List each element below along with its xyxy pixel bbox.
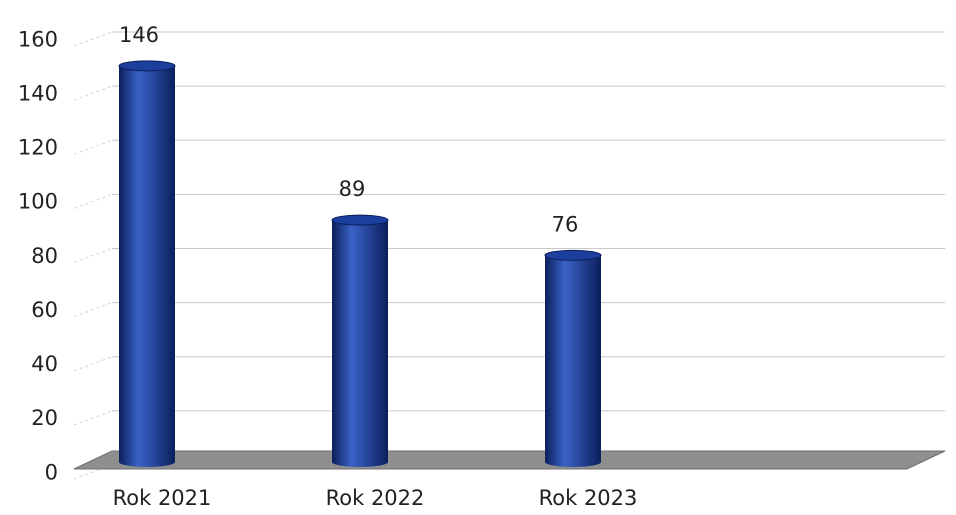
- y-tick-label: 100: [18, 190, 58, 214]
- bars: [118, 60, 602, 467]
- bar-top: [331, 214, 389, 226]
- data-label: 146: [119, 23, 159, 47]
- y-tick-label: 80: [31, 244, 58, 268]
- depth-line: [73, 31, 113, 47]
- bar-body: [332, 220, 388, 462]
- y-tick-label: 120: [18, 136, 58, 160]
- x-axis-categories: Rok 2021 Rok 2022 Rok 2023: [113, 486, 638, 510]
- bar-body: [119, 65, 175, 462]
- category-label: Rok 2021: [113, 486, 212, 510]
- depth-line: [73, 85, 113, 101]
- depth-line: [73, 356, 113, 372]
- bar-base: [119, 457, 175, 467]
- y-axis-ticks: 0 20 40 60 80 100 120 140 160: [18, 27, 58, 484]
- y-tick-label: 160: [18, 27, 58, 51]
- gridlines: [73, 31, 945, 480]
- bar: [331, 214, 389, 467]
- depth-line: [73, 410, 113, 426]
- depth-line: [73, 302, 113, 318]
- y-tick-label: 40: [31, 352, 58, 376]
- bar-top: [544, 249, 602, 261]
- bar: [118, 60, 176, 467]
- category-label: Rok 2022: [326, 486, 425, 510]
- y-tick-label: 140: [18, 81, 58, 105]
- bar-base: [332, 457, 388, 467]
- chart-floor: [73, 450, 946, 470]
- depth-line: [73, 139, 113, 155]
- y-tick-label: 20: [31, 406, 58, 430]
- depth-line: [73, 464, 113, 480]
- y-tick-label: 0: [45, 460, 58, 484]
- depth-line: [73, 193, 113, 209]
- data-label: 89: [339, 177, 366, 201]
- y-tick-label: 60: [31, 298, 58, 322]
- bar-base: [545, 457, 601, 467]
- bar: [544, 249, 602, 467]
- category-label: Rok 2023: [539, 486, 638, 510]
- bar-body: [545, 255, 601, 462]
- data-label: 76: [552, 212, 579, 236]
- data-labels: 146 89 76: [119, 23, 578, 236]
- depth-line: [73, 248, 113, 263]
- bar-top: [118, 60, 176, 72]
